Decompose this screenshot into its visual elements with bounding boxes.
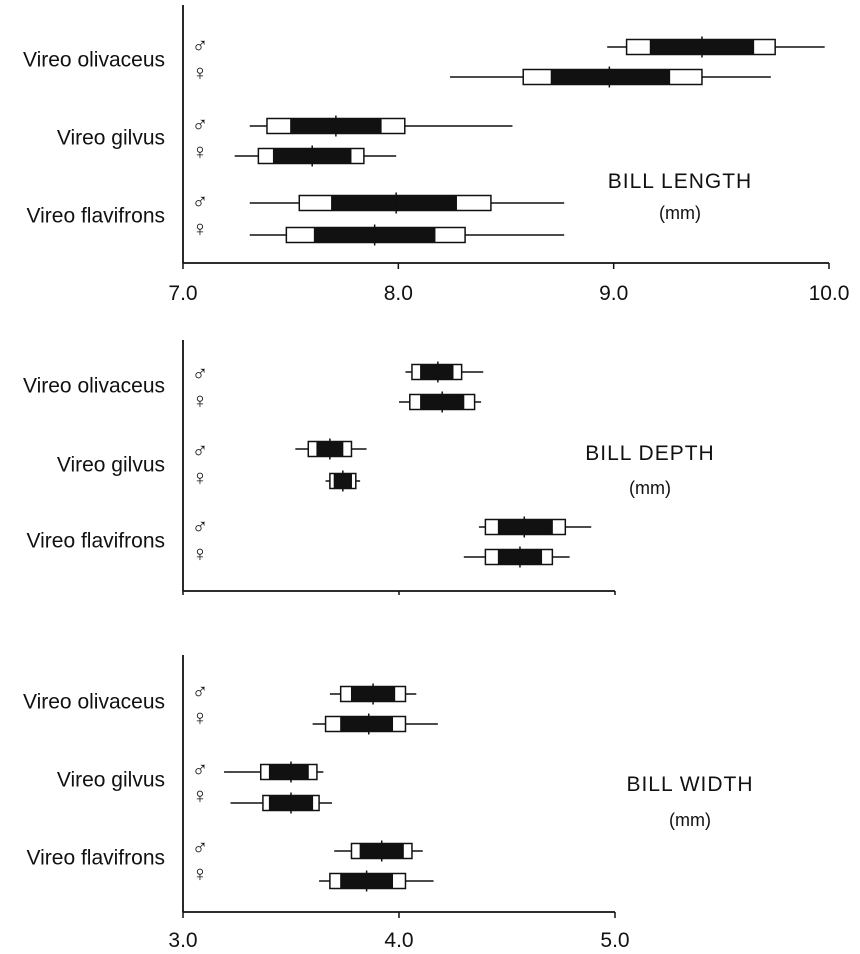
male-symbol: ♂ bbox=[192, 361, 209, 386]
x-tick-label: 8.0 bbox=[384, 282, 413, 305]
box-female: ♀ bbox=[192, 465, 361, 492]
x-tick-label: 4.0 bbox=[384, 929, 413, 949]
male-symbol: ♂ bbox=[192, 33, 209, 58]
female-symbol: ♀ bbox=[192, 541, 209, 566]
x-tick-label: 5.0 bbox=[600, 929, 629, 949]
species-label: Vireo gilvus bbox=[57, 127, 165, 150]
panel-title: BILL WIDTH bbox=[626, 773, 753, 796]
species-label: Vireo flavifrons bbox=[26, 847, 165, 870]
panel-bill-depth: Vireo olivaceus Vireo gilvus Vireo flavifr… bbox=[23, 340, 714, 595]
panel-unit: (mm) bbox=[629, 478, 671, 498]
ci-box bbox=[340, 716, 394, 732]
box-male: ♂ bbox=[192, 514, 592, 539]
male-symbol: ♂ bbox=[192, 835, 209, 860]
box-male: ♂ bbox=[192, 835, 423, 862]
species-label: Vireo olivaceus bbox=[23, 375, 165, 398]
box-male: ♂ bbox=[192, 757, 324, 783]
species-label: Vireo gilvus bbox=[57, 769, 165, 792]
female-symbol: ♀ bbox=[192, 783, 209, 808]
female-symbol: ♀ bbox=[192, 705, 209, 730]
box-female: ♀ bbox=[192, 541, 570, 568]
female-symbol: ♀ bbox=[192, 139, 209, 164]
box-female: ♀ bbox=[192, 861, 434, 892]
species-label: Vireo flavifrons bbox=[26, 530, 165, 553]
box-female: ♀ bbox=[192, 60, 771, 88]
species-label: Vireo gilvus bbox=[57, 454, 165, 477]
male-symbol: ♂ bbox=[192, 514, 209, 539]
box-male: ♂ bbox=[192, 438, 367, 463]
ci-box bbox=[331, 195, 457, 211]
box-female: ♀ bbox=[192, 705, 438, 735]
species-label: Vireo olivaceus bbox=[23, 49, 165, 72]
x-tick-label: 7.0 bbox=[168, 282, 197, 305]
box-male: ♂ bbox=[192, 33, 825, 58]
female-symbol: ♀ bbox=[192, 465, 209, 490]
female-symbol: ♀ bbox=[192, 861, 209, 886]
x-tick-label: 10.0 bbox=[809, 282, 850, 305]
ci-box bbox=[550, 69, 671, 85]
x-tick-label: 3.0 bbox=[168, 929, 197, 949]
x-tick-label: 9.0 bbox=[599, 282, 628, 305]
box-female: ♀ bbox=[192, 139, 397, 167]
panel-bill-width: 3.0 4.0 5.0 Vireo olivaceus Vireo gilvus Vire… bbox=[23, 655, 753, 952]
box-male: ♂ bbox=[192, 679, 417, 705]
male-symbol: ♂ bbox=[192, 679, 209, 704]
species-label: Vireo olivaceus bbox=[23, 691, 165, 714]
box-female: ♀ bbox=[192, 216, 565, 246]
box-male: ♂ bbox=[192, 189, 565, 214]
male-symbol: ♂ bbox=[192, 112, 209, 137]
panel-unit: (mm) bbox=[659, 203, 701, 223]
female-symbol: ♀ bbox=[192, 60, 209, 85]
ci-box bbox=[420, 364, 454, 380]
panel-title: BILL DEPTH bbox=[585, 442, 714, 465]
box-male: ♂ bbox=[192, 361, 484, 386]
box-female: ♀ bbox=[192, 783, 333, 814]
panel-unit: (mm) bbox=[669, 810, 711, 830]
male-symbol: ♂ bbox=[192, 757, 209, 782]
box-male: ♂ bbox=[192, 112, 513, 137]
panel-bill-length: 7.0 8.0 9.0 10.0 Vireo olivaceus Vireo gilvus… bbox=[23, 5, 849, 305]
species-label: Vireo flavifrons bbox=[26, 205, 165, 228]
ci-box bbox=[497, 519, 553, 535]
ci-box bbox=[268, 764, 309, 780]
male-symbol: ♂ bbox=[192, 189, 209, 214]
female-symbol: ♀ bbox=[192, 216, 209, 241]
panel-title: BILL LENGTH bbox=[608, 170, 752, 193]
male-symbol: ♂ bbox=[192, 438, 209, 463]
female-symbol: ♀ bbox=[192, 388, 209, 413]
box-female: ♀ bbox=[192, 388, 482, 413]
